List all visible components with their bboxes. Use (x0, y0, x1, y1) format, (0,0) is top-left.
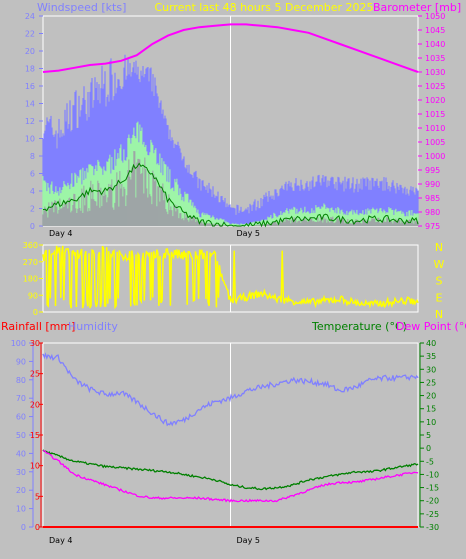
direction-tick-label: 90 (28, 291, 38, 300)
rainfall-tick-label: 20 (30, 400, 40, 409)
windspeed-tick-label: 6 (30, 170, 35, 179)
humidity-tick-label: 10 (16, 505, 26, 514)
compass-label: N (435, 308, 443, 321)
barometer-axis-label: Barometer [mb] (373, 1, 461, 14)
barometer-line (42, 23, 419, 73)
direction-tick-label: 360 (23, 241, 38, 250)
barometer-tick-label: 1045 (425, 26, 445, 35)
dewpoint-axis-label: Dew Point (°C) (396, 320, 466, 333)
barometer-tick-label: 1005 (425, 138, 445, 147)
barometer-tick-label: 1050 (425, 12, 445, 21)
humidity-tick-label: 0 (21, 523, 26, 532)
humidity-tick-label: 30 (16, 468, 26, 477)
humidity-tick-label: 90 (16, 357, 26, 366)
barometer-tick-label: 1010 (425, 124, 445, 133)
day-label: Day 4 (49, 536, 72, 545)
temperature-tick-label: -30 (426, 523, 439, 532)
windspeed-tick-label: 24 (25, 12, 35, 21)
temperature-tick-label: 30 (426, 365, 436, 374)
rainfall-tick-label: 10 (30, 462, 40, 471)
windspeed-tick-label: 20 (25, 47, 35, 56)
barometer-tick-label: 1040 (425, 40, 445, 49)
wind-average-line (42, 162, 419, 228)
temperature-tick-label: 15 (426, 405, 436, 414)
humidity-tick-label: 60 (16, 413, 26, 422)
temperature-line (42, 449, 419, 491)
windspeed-tick-label: 8 (30, 152, 35, 161)
windspeed-axis-label: Windspeed [kts] (37, 1, 126, 14)
day-label: Day 5 (237, 229, 260, 238)
barometer-tick-label: 1015 (425, 110, 445, 119)
humidity-tick-label: 70 (16, 394, 26, 403)
humidity-tick-label: 20 (16, 486, 26, 495)
compass-label: N (435, 241, 443, 254)
windspeed-tick-label: 12 (25, 117, 35, 126)
temperature-tick-label: 0 (426, 444, 431, 453)
barometer-tick-label: 975 (425, 222, 440, 231)
temperature-tick-label: -15 (426, 484, 439, 493)
humidity-line (42, 352, 419, 427)
compass-label: W (434, 258, 445, 271)
temperature-tick-label: 25 (426, 378, 436, 387)
barometer-tick-label: 985 (425, 194, 440, 203)
windspeed-tick-label: 18 (25, 65, 35, 74)
barometer-tick-label: 995 (425, 166, 440, 175)
direction-tick-label: 0 (33, 308, 38, 317)
temperature-tick-label: -5 (426, 457, 434, 466)
temperature-tick-label: -20 (426, 497, 439, 506)
humidity-axis-label: Humidity (68, 320, 118, 333)
windspeed-tick-label: 10 (25, 135, 35, 144)
windspeed-tick-label: 4 (30, 187, 35, 196)
windspeed-tick-label: 0 (30, 222, 35, 231)
compass-label: S (436, 275, 443, 288)
day-label: Day 4 (49, 229, 72, 238)
barometer-tick-label: 1020 (425, 96, 445, 105)
temperature-tick-label: 40 (426, 339, 436, 348)
temperature-axis-label: Temperature (°C) (311, 320, 407, 333)
humidity-tick-label: 80 (16, 376, 26, 385)
dewpoint-line (42, 449, 419, 503)
barometer-tick-label: 990 (425, 180, 440, 189)
humidity-tick-label: 40 (16, 449, 26, 458)
temperature-tick-label: -10 (426, 470, 439, 479)
rainfall-tick-label: 0 (35, 523, 40, 532)
chart-title: Current last 48 hours 5 December 2025 (154, 1, 373, 14)
rainfall-axis-label: Rainfall [mm] (1, 320, 75, 333)
direction-tick-label: 270 (23, 258, 38, 267)
windspeed-tick-label: 22 (25, 30, 35, 39)
humidity-tick-label: 50 (16, 431, 26, 440)
temperature-tick-label: -25 (426, 510, 439, 519)
windspeed-tick-label: 16 (25, 82, 35, 91)
wind-direction-line (42, 245, 419, 310)
day-label: Day 5 (237, 536, 260, 545)
barometer-tick-label: 980 (425, 208, 440, 217)
temperature-tick-label: 5 (426, 431, 431, 440)
temperature-tick-label: 10 (426, 418, 436, 427)
windspeed-tick-label: 14 (25, 100, 35, 109)
rainfall-tick-label: 15 (30, 431, 40, 440)
barometer-tick-label: 1000 (425, 152, 445, 161)
rainfall-tick-label: 5 (35, 492, 40, 501)
rainfall-tick-label: 30 (30, 339, 40, 348)
temperature-tick-label: 35 (426, 352, 436, 361)
direction-tick-label: 180 (23, 275, 38, 284)
temperature-tick-label: 20 (426, 392, 436, 401)
barometer-tick-label: 1030 (425, 68, 445, 77)
humidity-tick-label: 100 (11, 339, 26, 348)
barometer-tick-label: 1035 (425, 54, 445, 63)
windspeed-tick-label: 2 (30, 205, 35, 214)
barometer-tick-label: 1025 (425, 82, 445, 91)
compass-label: E (436, 291, 443, 304)
rainfall-tick-label: 25 (30, 370, 40, 379)
